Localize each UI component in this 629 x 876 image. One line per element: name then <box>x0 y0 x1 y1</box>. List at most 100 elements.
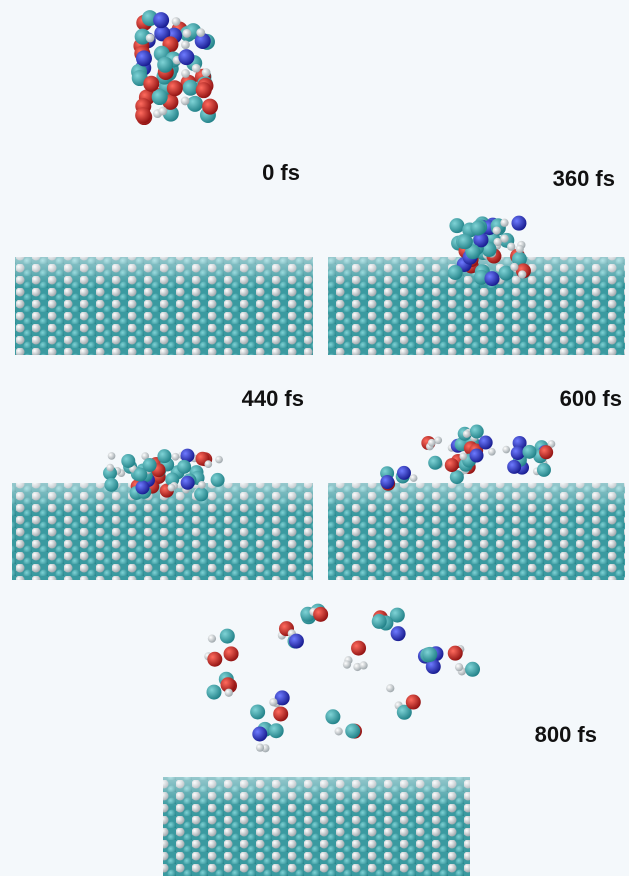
atom <box>211 473 225 487</box>
atom <box>143 76 159 92</box>
atom <box>204 460 212 468</box>
atom <box>449 218 464 233</box>
atom <box>325 709 340 724</box>
time-label: 800 fs <box>535 722 597 747</box>
atom <box>479 436 493 450</box>
atom <box>136 50 152 66</box>
atom <box>198 481 206 489</box>
atom <box>256 744 264 752</box>
atom <box>450 470 464 484</box>
atom <box>269 723 284 738</box>
atom <box>484 271 499 286</box>
surface-shade <box>163 777 470 876</box>
atom <box>313 607 328 622</box>
atom <box>448 646 463 661</box>
atom <box>178 49 194 65</box>
atom <box>455 663 463 671</box>
atom <box>206 685 221 700</box>
atom <box>177 460 191 474</box>
atom <box>168 484 176 492</box>
atom <box>539 445 553 459</box>
atom <box>470 425 484 439</box>
atom <box>108 452 116 460</box>
atom <box>428 456 442 470</box>
atom <box>196 28 205 37</box>
atom <box>463 430 471 438</box>
atom <box>104 478 118 492</box>
molecules <box>103 10 555 752</box>
atom <box>146 34 155 43</box>
atom <box>194 487 208 501</box>
atom <box>343 660 351 668</box>
time-label: 440 fs <box>242 386 304 411</box>
atom <box>459 453 467 461</box>
atom <box>372 614 387 629</box>
atom <box>470 449 484 463</box>
atom <box>428 439 436 447</box>
atom <box>172 453 180 461</box>
surface-shade <box>328 483 625 580</box>
atom <box>470 221 485 236</box>
atom <box>359 661 367 669</box>
atom <box>410 474 418 482</box>
atom <box>196 82 212 98</box>
atom <box>153 12 169 28</box>
atom <box>422 647 437 662</box>
atom <box>135 107 151 123</box>
surface-shade <box>15 257 313 355</box>
atom <box>380 475 394 489</box>
atom <box>252 727 267 742</box>
atom <box>167 80 183 96</box>
atom <box>181 476 195 490</box>
atom <box>397 466 411 480</box>
atom <box>106 464 114 472</box>
atom <box>507 460 521 474</box>
atom <box>181 69 190 78</box>
atom <box>135 480 149 494</box>
atom <box>458 234 473 249</box>
time-label: 600 fs <box>560 386 622 411</box>
atom <box>345 723 360 738</box>
atom <box>386 684 394 692</box>
atom <box>406 695 421 710</box>
atom <box>202 68 211 77</box>
figure: 0 fs 360 fs 440 fs 600 fs 800 fs <box>0 0 629 876</box>
atom <box>121 454 135 468</box>
atom <box>250 704 265 719</box>
atom <box>516 245 524 253</box>
atom <box>224 646 239 661</box>
atom <box>172 17 181 26</box>
surface-shade <box>12 483 313 580</box>
atom <box>157 449 171 463</box>
atom <box>157 57 173 73</box>
atom <box>273 706 288 721</box>
atom <box>465 662 480 677</box>
atom <box>158 107 167 116</box>
atom <box>522 445 536 459</box>
atom <box>502 446 510 454</box>
atom <box>220 629 235 644</box>
atom <box>152 89 168 105</box>
atom <box>351 641 366 656</box>
atom <box>507 243 515 251</box>
time-label: 0 fs <box>262 160 300 185</box>
atom <box>510 263 518 271</box>
atom <box>225 689 233 697</box>
atom <box>448 265 463 280</box>
atom <box>511 216 526 231</box>
atom <box>445 458 459 472</box>
atom <box>500 219 508 227</box>
surfaces <box>12 257 625 876</box>
atom <box>335 727 343 735</box>
atom <box>269 698 277 706</box>
atom <box>181 97 190 106</box>
atom <box>183 29 192 38</box>
atom <box>192 64 201 73</box>
atom <box>187 96 203 112</box>
time-label: 360 fs <box>553 166 615 191</box>
atom <box>215 456 223 464</box>
atom <box>208 634 216 642</box>
atom <box>391 626 406 641</box>
atom <box>488 448 496 456</box>
atom <box>493 226 501 234</box>
